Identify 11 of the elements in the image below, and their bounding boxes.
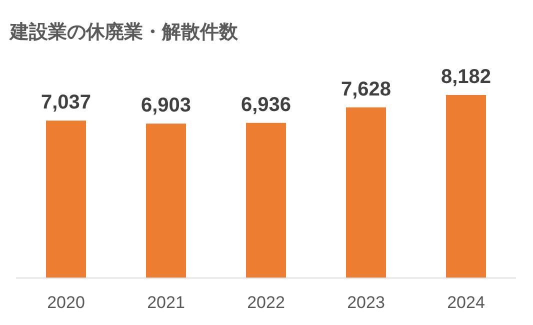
- chart-title: 建設業の休廃業・解散件数: [8, 21, 239, 43]
- data-label: 8,182: [440, 66, 492, 88]
- data-label: 6,903: [140, 94, 192, 117]
- x-tick-label: 2024: [447, 293, 485, 312]
- data-label: 6,936: [240, 94, 292, 116]
- data-label: 7,037: [40, 92, 92, 114]
- data-label: 7,628: [340, 78, 392, 100]
- x-tick-label: 2021: [147, 293, 185, 312]
- x-tick-label: 2022: [247, 293, 285, 312]
- x-tick-label: 2020: [47, 293, 85, 312]
- x-tick-label: 2023: [347, 293, 385, 312]
